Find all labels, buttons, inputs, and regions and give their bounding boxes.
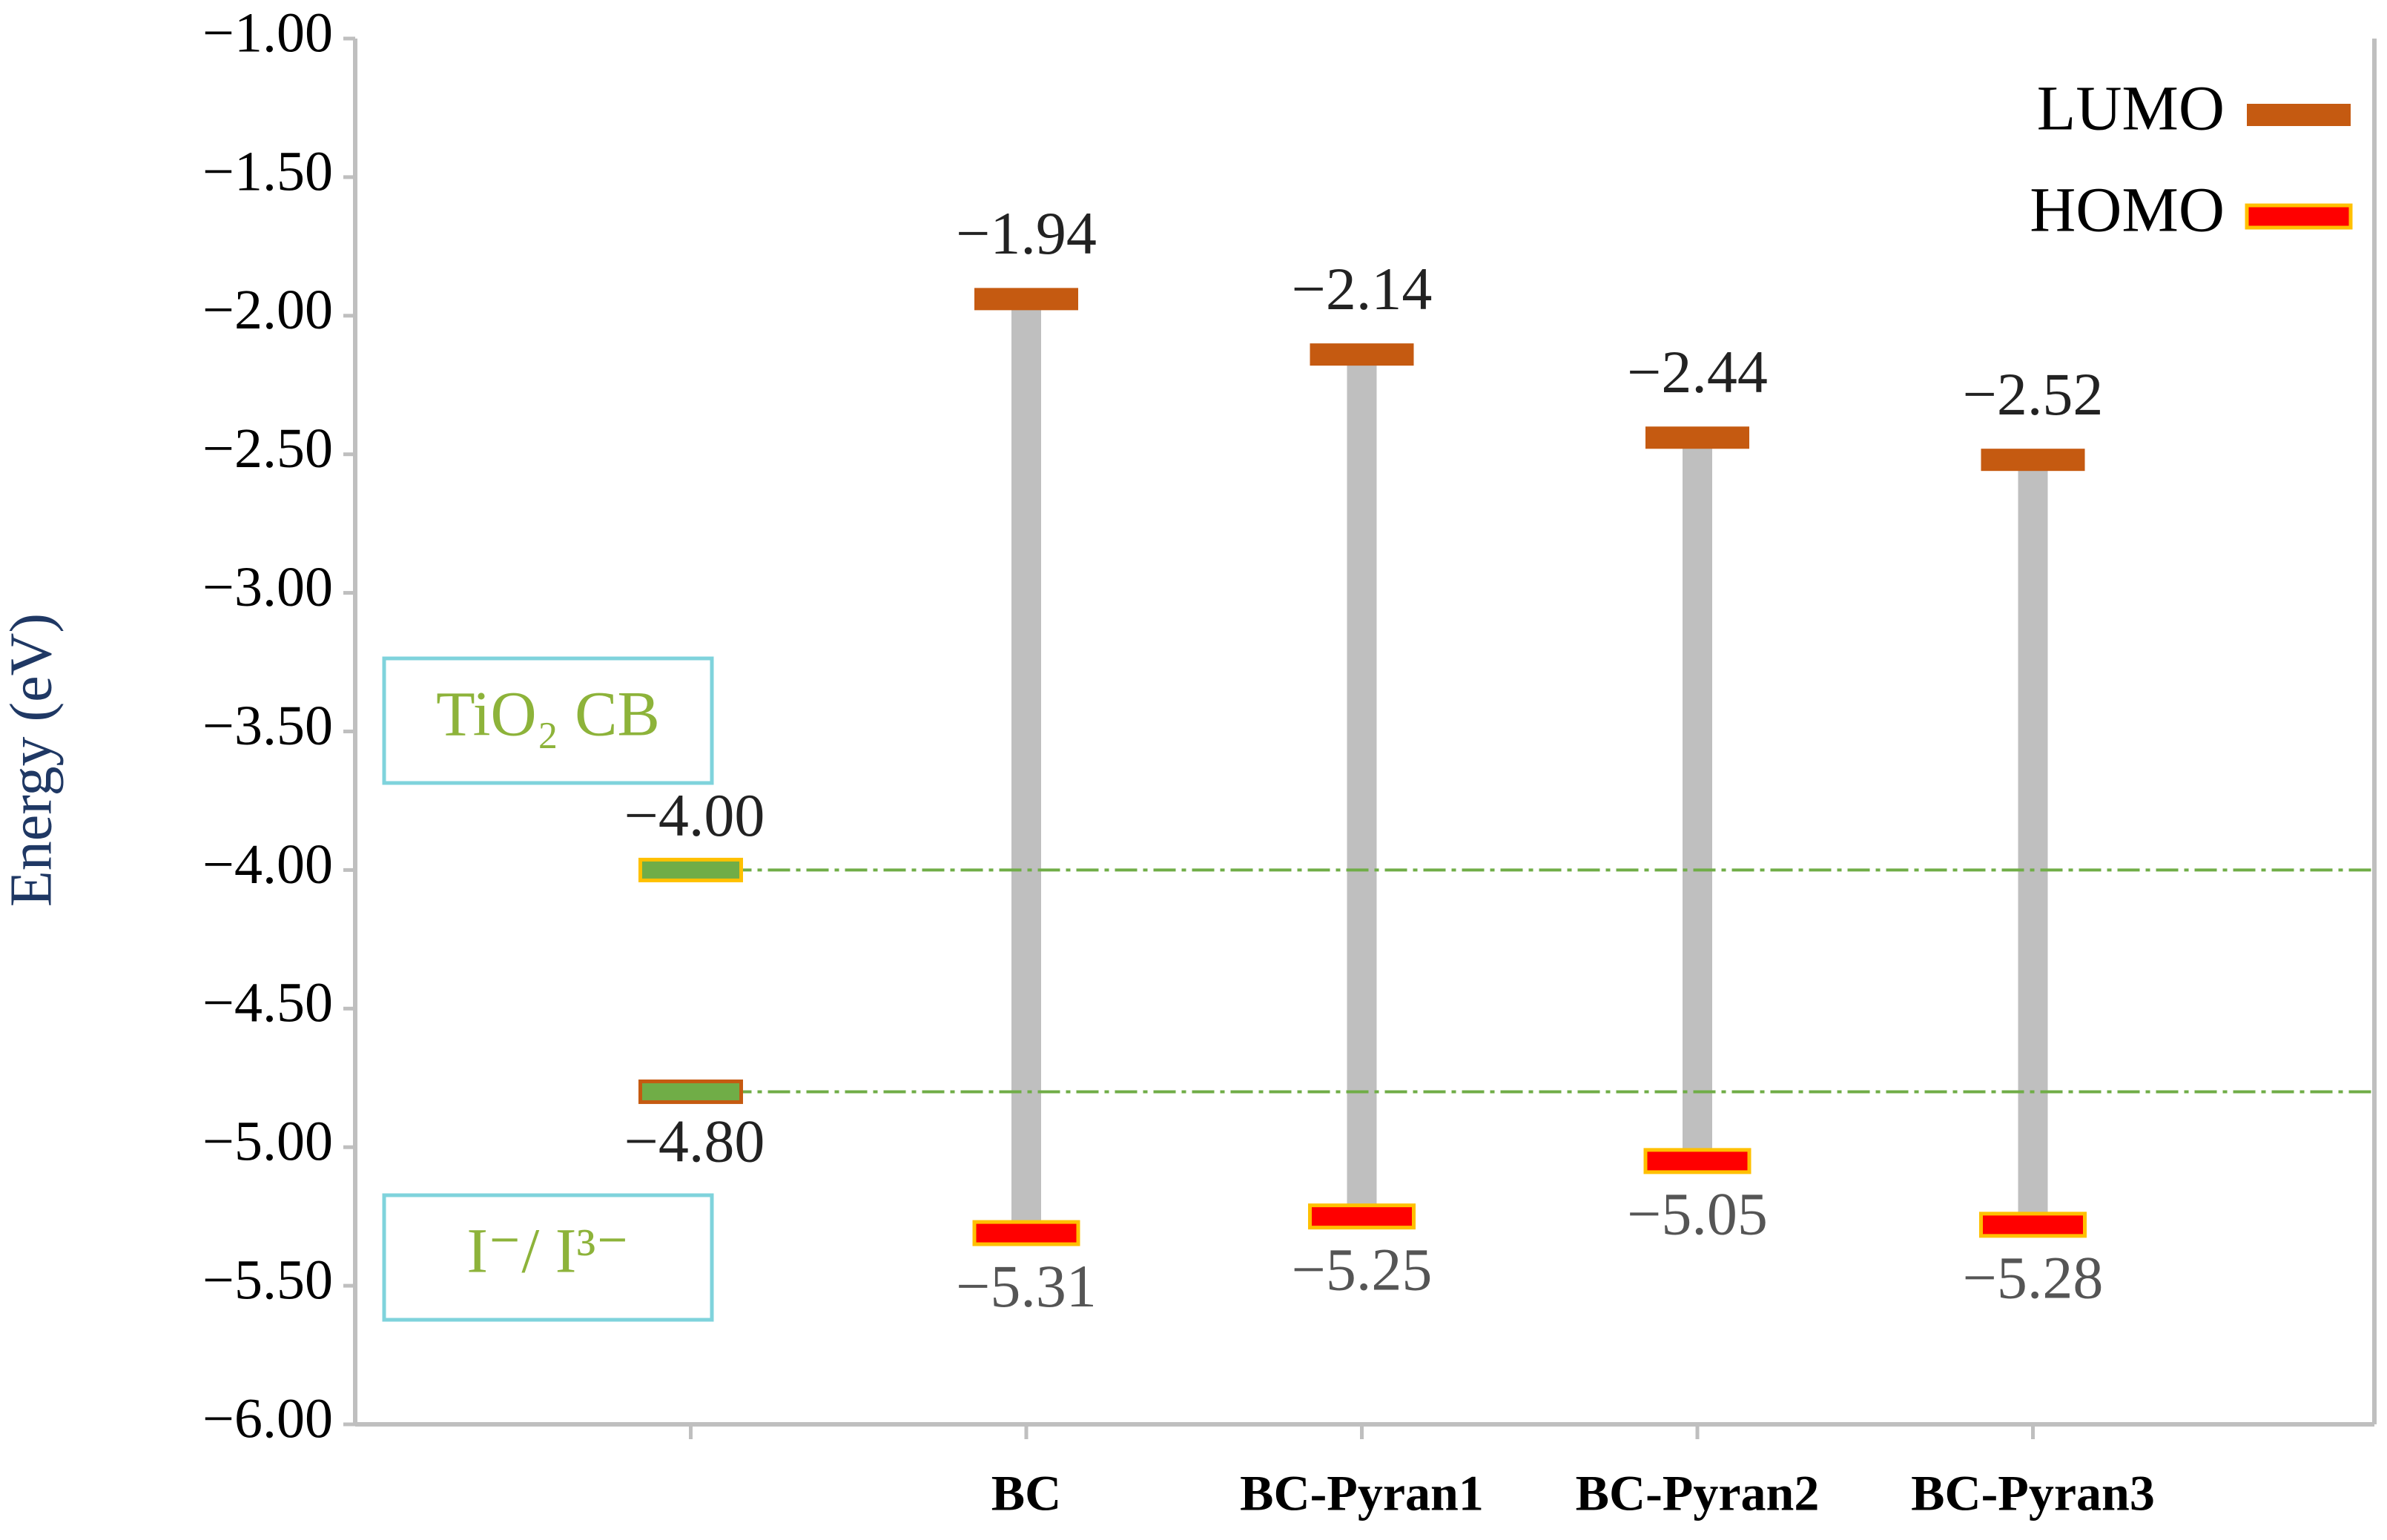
- y-tick-label: −2.50: [202, 417, 333, 480]
- value-label: −1.94: [956, 199, 1097, 267]
- reference-name: TiO₂ CB: [436, 678, 660, 750]
- reference-box: [382, 656, 714, 785]
- homo-level: [1979, 1212, 2087, 1238]
- y-tick-label: −4.00: [202, 833, 333, 896]
- value-label: −5.25: [1292, 1235, 1433, 1303]
- homo-level: [1308, 1203, 1416, 1230]
- gap-bar: [2018, 460, 2048, 1225]
- value-label: −5.05: [1627, 1180, 1768, 1248]
- y-tick-label: −6.00: [202, 1387, 333, 1450]
- value-label: −5.28: [1963, 1244, 2104, 1312]
- gap-bar: [1347, 354, 1377, 1217]
- y-axis-label: Energy (eV): [0, 613, 64, 907]
- y-tick-label: −3.50: [202, 695, 333, 757]
- y-tick-label: −4.50: [202, 972, 333, 1034]
- lumo-level: [1645, 426, 1749, 449]
- lumo-level: [1310, 343, 1414, 366]
- reference-value-label: −4.00: [624, 781, 765, 849]
- value-label: −2.44: [1627, 338, 1768, 406]
- homo-level: [1643, 1148, 1752, 1174]
- y-tick-label: −1.00: [202, 1, 333, 64]
- homo-level: [972, 1220, 1080, 1246]
- gap-bar: [1011, 299, 1041, 1234]
- y-tick-label: −5.00: [202, 1111, 333, 1173]
- reference-box: [382, 1193, 714, 1322]
- legend-swatch: [2247, 104, 2351, 126]
- reference-level: [638, 1079, 743, 1104]
- y-tick-label: −5.50: [202, 1249, 333, 1312]
- reference-name: I⁻/ I³⁻: [466, 1215, 629, 1286]
- y-tick-label: −2.00: [202, 279, 333, 341]
- x-tick-label: BC-Pyran3: [1911, 1465, 2155, 1521]
- legend-label: HOMO: [2030, 174, 2225, 245]
- reference-value-label: −4.80: [624, 1107, 765, 1174]
- gap-bar: [1683, 437, 1712, 1161]
- value-label: −2.14: [1292, 255, 1433, 323]
- y-tick-label: −1.50: [202, 140, 333, 202]
- x-tick-label: BC-Pyran2: [1576, 1465, 1820, 1521]
- legend-swatch: [2245, 203, 2353, 230]
- y-tick-label: −3.00: [202, 556, 333, 618]
- x-tick-label: BC: [991, 1465, 1061, 1521]
- lumo-level: [1981, 449, 2085, 472]
- x-tick-label: BC-Pyran1: [1240, 1465, 1484, 1521]
- value-label: −5.31: [956, 1252, 1097, 1320]
- reference-level: [638, 857, 743, 882]
- lumo-level: [974, 288, 1078, 311]
- value-label: −2.52: [1963, 360, 2104, 428]
- legend-label: LUMO: [2037, 73, 2225, 144]
